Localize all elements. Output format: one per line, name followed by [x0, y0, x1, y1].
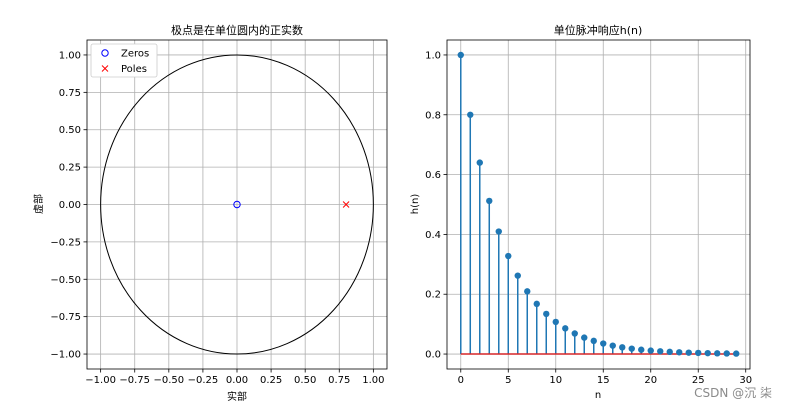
stem-marker — [638, 346, 645, 353]
stem-marker — [619, 344, 626, 351]
impulse-xlabel: n — [595, 390, 601, 401]
stem-marker — [581, 334, 588, 341]
impulse-xtick-label: 15 — [597, 375, 610, 386]
impulse-xtick-label: 0 — [458, 375, 464, 386]
stem-marker — [571, 330, 578, 337]
legend-poles-label: Poles — [121, 64, 147, 75]
pole-zero-ytick-label: 0.00 — [59, 200, 81, 211]
impulse-xtick-label: 25 — [692, 375, 705, 386]
stem-marker — [657, 348, 664, 355]
pole-zero-title: 极点是在单位圆内的正实数 — [171, 23, 303, 37]
stem-marker — [628, 345, 635, 352]
impulse-ytick-label: 0.8 — [425, 110, 441, 121]
legend-zeros-marker — [101, 49, 109, 57]
stem-marker — [457, 51, 464, 59]
pole-zero-ytick-label: −0.25 — [50, 237, 81, 248]
stem-marker — [543, 310, 550, 318]
stem-marker — [600, 340, 607, 347]
impulse-ylabel: h(n) — [410, 194, 421, 215]
pole-zero-ytick-label: −0.75 — [50, 312, 81, 323]
watermark: CSDN @沉 柒 — [694, 386, 772, 400]
legend-zeros-label: Zeros — [121, 49, 149, 60]
stem-marker — [714, 350, 721, 357]
stem-marker — [647, 347, 654, 354]
unit-circle — [100, 54, 374, 355]
legend-box — [90, 43, 158, 78]
pole-zero-content — [100, 54, 374, 355]
stem-marker — [533, 300, 540, 308]
pole-zero-legend: Zeros Poles — [90, 43, 158, 78]
impulse-ytick-label: 0.0 — [425, 350, 441, 361]
stem-marker — [524, 288, 531, 295]
legend-poles-marker — [101, 65, 109, 72]
stem-marker — [733, 350, 740, 357]
stem-marker — [486, 197, 493, 205]
pole-zero-ytick-label: 0.50 — [59, 125, 81, 136]
pole-zero-ytick-label: −0.50 — [50, 275, 81, 286]
impulse-xtick-label: 10 — [549, 375, 562, 386]
impulse-axes-frame — [447, 40, 750, 369]
pole-zero-xtick-label: −0.50 — [153, 375, 184, 386]
impulse-ytick-label: 0.2 — [425, 290, 441, 301]
pole-zero-ylabel: 虚部 — [32, 194, 45, 214]
stem-marker — [666, 348, 673, 356]
stem-marker — [476, 159, 483, 166]
stem-marker — [676, 349, 683, 356]
pole-zero-ytick-label: 1.00 — [59, 50, 81, 61]
pole-zero-xtick-label: −0.75 — [119, 375, 150, 386]
zero-marker — [233, 200, 241, 209]
pole-zero-xtick-label: 0.00 — [226, 375, 248, 386]
impulse-response-plot: 0 5 10 15 20 25 30 0.0 0.2 0.4 0.6 0.8 1.0 单位脉冲响应h(n… — [410, 23, 752, 401]
stem-marker — [590, 337, 597, 345]
impulse-ytick-label: 1.0 — [425, 50, 441, 61]
impulse-ticks: 0 5 10 15 20 25 30 0.0 0.2 0.4 0.6 0.8 1.0 — [425, 50, 752, 386]
pole-marker — [342, 201, 350, 208]
impulse-xtick-label: 5 — [505, 375, 511, 386]
pole-zero-xtick-label: −1.00 — [85, 375, 116, 386]
stem-marker — [609, 342, 616, 349]
impulse-axes-border — [446, 39, 751, 370]
impulse-ytick-label: 0.6 — [425, 170, 441, 181]
stem-marker — [552, 318, 559, 326]
impulse-ytick-label: 0.4 — [425, 230, 441, 241]
pole-zero-xtick-label: 0.25 — [260, 375, 282, 386]
stem-marker — [695, 349, 702, 357]
pole-zero-ticks: −1.00 −0.75 −0.50 −0.25 0.00 0.25 0.50 0.75 1.00… — [50, 50, 384, 386]
pole-zero-xtick-label: −0.25 — [188, 375, 219, 386]
stem-marker — [467, 111, 474, 118]
pole-zero-ytick-label: 0.75 — [59, 88, 81, 99]
stem-marker — [505, 252, 512, 260]
impulse-xtick-label: 20 — [644, 375, 657, 386]
stem-marker — [514, 272, 521, 279]
impulse-title: 单位脉冲响应h(n) — [554, 23, 643, 37]
pole-zero-ytick-label: −1.00 — [50, 350, 81, 361]
impulse-content — [457, 51, 740, 357]
impulse-xtick-label: 30 — [739, 375, 752, 386]
pole-zero-xlabel: 实部 — [227, 390, 247, 403]
pole-zero-plot: −1.00 −0.75 −0.50 −0.25 0.00 0.25 0.50 0.75 1.00… — [32, 23, 388, 403]
stem-marker — [562, 325, 569, 332]
pole-zero-xtick-label: 0.75 — [328, 375, 350, 386]
stem-marker — [495, 228, 502, 235]
pole-zero-xtick-label: 1.00 — [362, 375, 384, 386]
stem-marker — [704, 349, 711, 357]
pole-zero-xtick-label: 0.50 — [294, 375, 316, 386]
stem-marker — [685, 349, 692, 356]
pole-zero-ytick-label: 0.25 — [59, 163, 81, 174]
stem-marker — [723, 350, 730, 357]
